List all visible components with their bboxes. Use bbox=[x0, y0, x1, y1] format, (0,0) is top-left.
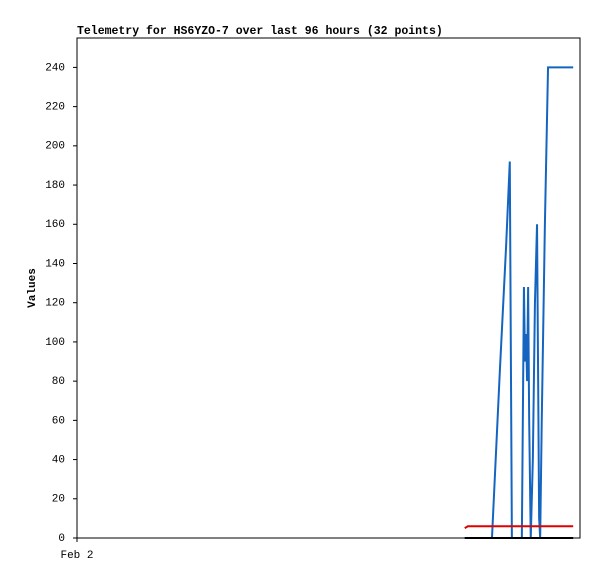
y-tick-label: 160 bbox=[45, 219, 65, 231]
y-tick-label: 200 bbox=[45, 141, 65, 153]
y-tick-label: 40 bbox=[52, 454, 65, 466]
y-tick-label: 180 bbox=[45, 180, 65, 192]
y-tick-label: 60 bbox=[52, 415, 65, 427]
y-tick-label: 80 bbox=[52, 376, 65, 388]
y-tick-label: 20 bbox=[52, 494, 65, 506]
y-tick-label: 0 bbox=[58, 533, 65, 545]
series-line bbox=[464, 525, 574, 530]
y-tick-label: 220 bbox=[45, 102, 65, 114]
chart-title: Telemetry for HS6YZO-7 over last 96 hour… bbox=[77, 25, 443, 38]
y-tick-label: 140 bbox=[45, 258, 65, 270]
y-tick-label: 100 bbox=[45, 337, 65, 349]
y-axis-label: Values bbox=[27, 268, 39, 308]
x-tick-label: Feb 2 bbox=[60, 550, 93, 562]
y-tick-label: 120 bbox=[45, 298, 65, 310]
y-tick-label: 240 bbox=[45, 62, 65, 74]
plot-frame bbox=[76, 37, 581, 539]
